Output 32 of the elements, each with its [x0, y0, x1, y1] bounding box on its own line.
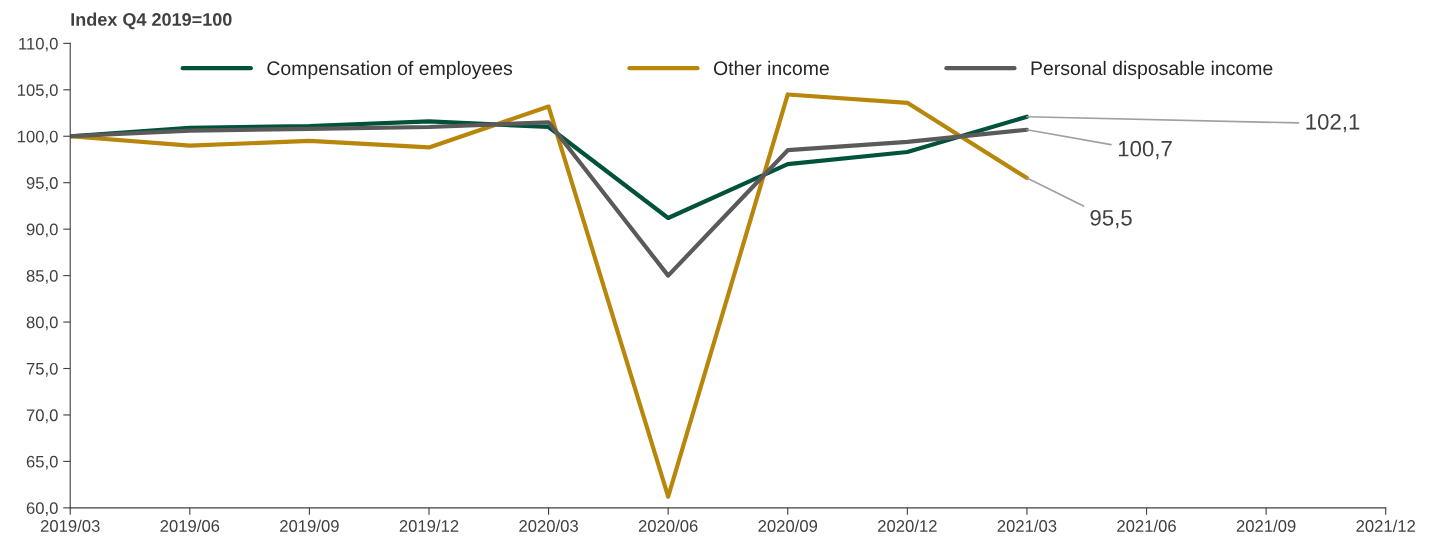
legend-label: Other income — [713, 60, 829, 76]
annotation: 102,1 — [1306, 113, 1360, 133]
x-tick-label: 2019/09 — [280, 519, 339, 532]
x-tick-label: 2021/12 — [1356, 519, 1415, 532]
legend-label: Compensation of employees — [267, 60, 513, 79]
y-tick-label: 90,0 — [26, 223, 58, 238]
annotation: 100,7 — [1118, 140, 1172, 160]
x-tick-label: 2019/12 — [399, 519, 459, 532]
y-tick-label: 60,0 — [26, 502, 58, 517]
y-axis-title: Index Q4 2019=100 — [71, 12, 232, 30]
line-series — [70, 92, 1030, 499]
x-tick-label: 2020/06 — [638, 519, 698, 532]
x-tick-label: 2020/03 — [519, 519, 578, 532]
y-tick-label: 75,0 — [26, 362, 58, 377]
line-series — [70, 120, 1030, 278]
x-tick-label: 2021/09 — [1236, 519, 1296, 532]
x-tick-label: 2021/06 — [1117, 519, 1176, 532]
y-tick-label: 110,0 — [19, 37, 58, 52]
x-tick-label: 2019/03 — [40, 519, 100, 532]
annotation: 95,5 — [1090, 209, 1132, 229]
y-tick-label: 70,0 — [26, 409, 58, 424]
y-tick-label: 65,0 — [26, 455, 58, 470]
y-tick-label: 80,0 — [26, 316, 58, 331]
legend-label: Personal disposable income — [1031, 60, 1273, 79]
x-tick-label: 2020/12 — [878, 519, 937, 532]
x-tick-label: 2020/09 — [758, 519, 818, 532]
x-tick-label: 2021/03 — [997, 519, 1057, 532]
y-tick-label: 85,0 — [26, 270, 58, 284]
x-tick-label: 2019/06 — [160, 519, 220, 532]
y-tick-label: 100,0 — [17, 130, 58, 145]
y-tick-label: 105,0 — [17, 84, 58, 98]
y-tick-label: 95,0 — [26, 177, 58, 191]
